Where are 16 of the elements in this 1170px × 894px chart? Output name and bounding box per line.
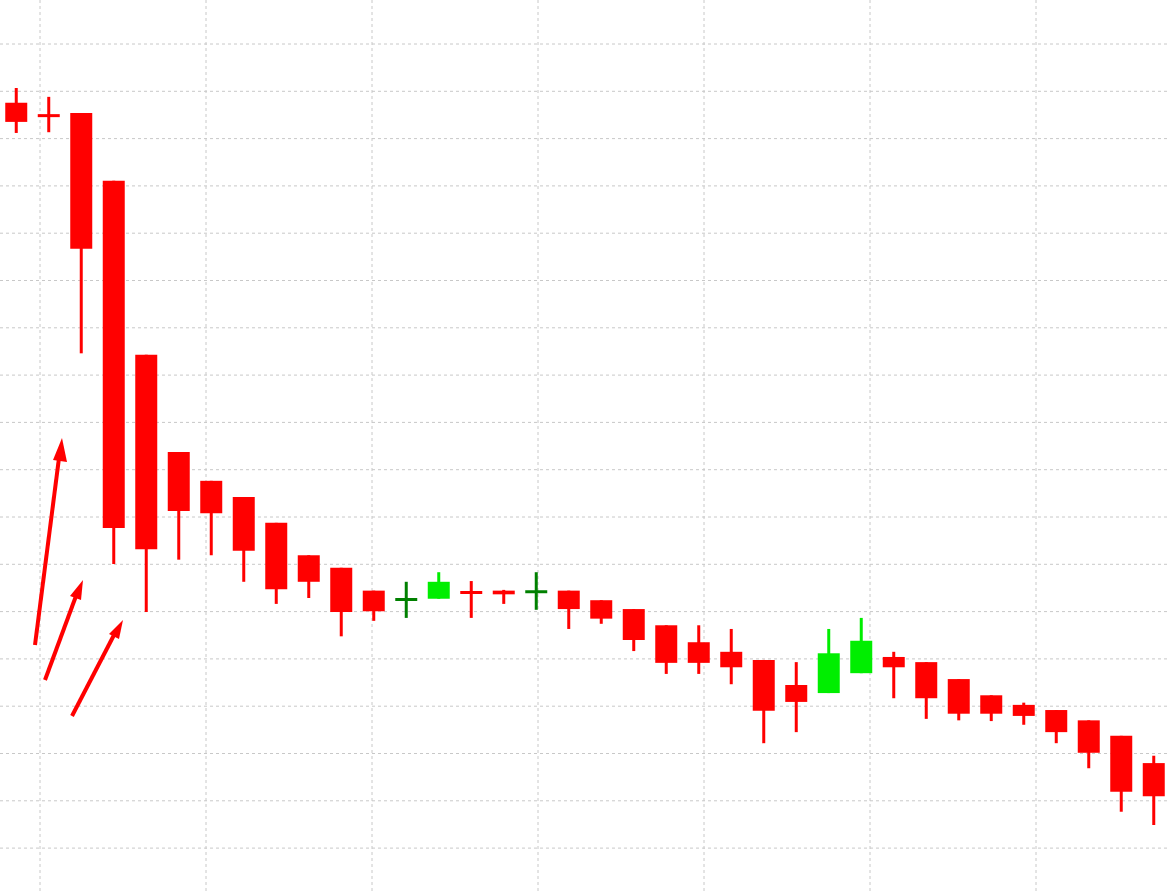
- candlestick: [5, 88, 28, 133]
- candlestick: [980, 695, 1003, 723]
- candlestick: [882, 650, 905, 700]
- candlestick: [525, 572, 548, 610]
- candlestick: [687, 625, 710, 674]
- candlestick: [460, 581, 483, 618]
- candlestick: [427, 572, 450, 599]
- candlestick: [785, 662, 808, 734]
- candlestick: [1045, 710, 1068, 745]
- candlestick: [557, 590, 580, 629]
- candlestick: [1012, 702, 1035, 725]
- candlestick: [395, 580, 418, 618]
- candlestick: [362, 590, 385, 621]
- candlestick: [720, 627, 743, 686]
- candlestick: [37, 95, 60, 134]
- candlestick: [590, 600, 613, 624]
